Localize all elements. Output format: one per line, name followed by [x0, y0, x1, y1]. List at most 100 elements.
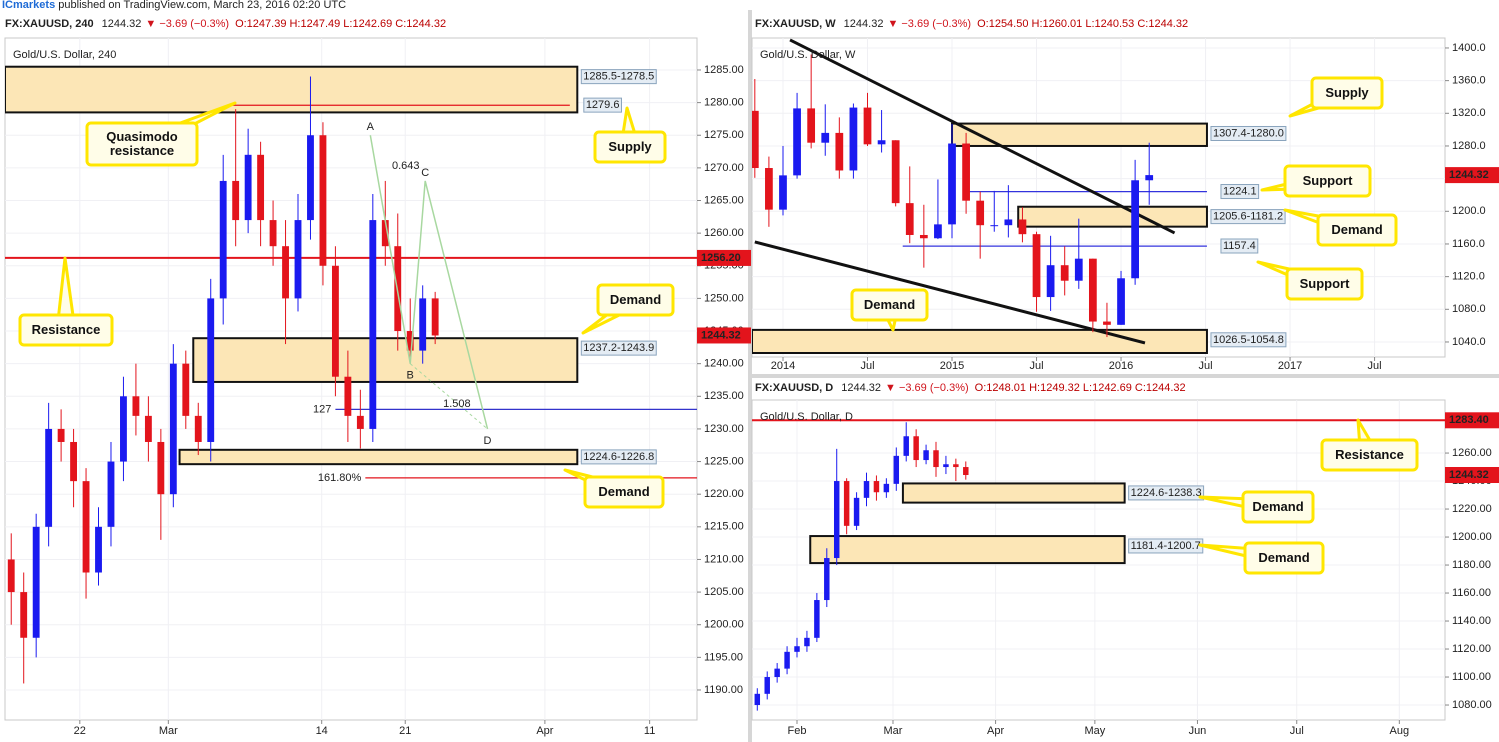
author: ICmarkets	[2, 0, 55, 11]
candle-body	[804, 637, 810, 647]
zone	[809, 535, 1126, 565]
y-tick-label: 1265.00	[704, 194, 744, 206]
candle-body	[1131, 180, 1139, 279]
ohlc: O:1248.01 H:1249.32 L:1242.69 C:1244.32	[975, 382, 1186, 394]
zone	[951, 122, 1208, 147]
last-price: 1244.32	[844, 18, 884, 30]
x-tick-label: Mar	[884, 725, 903, 737]
level-label: 1224.1	[1223, 186, 1257, 198]
zone-label-box	[580, 69, 657, 85]
candle-body	[269, 220, 277, 247]
callout-box	[1285, 267, 1364, 301]
publisher: ICmarkets published on TradingView.com, …	[2, 0, 346, 11]
level-label-box	[1220, 238, 1259, 254]
zone	[901, 482, 1126, 504]
candle-body	[1060, 265, 1069, 281]
candle-body	[120, 396, 127, 462]
y-tick-label: 1205.00	[704, 586, 744, 598]
plot-frame	[751, 399, 1446, 721]
candle-body	[20, 592, 28, 638]
candle-body	[835, 132, 844, 171]
axis-price-label: 1244.32	[1449, 169, 1489, 181]
y-tick-label: 1280.0	[1452, 140, 1486, 152]
candle-body	[891, 140, 900, 204]
pattern-ratio: 1.508	[443, 398, 471, 410]
candle-body	[843, 481, 850, 526]
candle-body	[764, 677, 770, 694]
pattern-ratio: 0.643	[392, 160, 420, 172]
candle-body	[893, 455, 900, 484]
callout: Resistance	[32, 323, 101, 337]
callout: Resistance	[1335, 447, 1404, 462]
axis-price-box	[1445, 467, 1499, 484]
candle-body	[294, 220, 302, 299]
y-tick-label: 1100.00	[1452, 671, 1491, 683]
zone-label: 1026.5-1054.8	[1213, 334, 1284, 346]
harmonic-pattern	[369, 135, 489, 430]
y-tick-label: 1400.0	[1452, 42, 1486, 54]
callout: Supply	[608, 140, 651, 154]
callout-box	[1320, 438, 1419, 472]
trendline	[754, 240, 1146, 345]
change: ▼ −3.69 (−0.3%)	[887, 18, 971, 30]
candle-body	[933, 450, 939, 468]
plot	[5, 38, 697, 720]
y-tick-label: 1040.0	[1452, 336, 1486, 348]
y-tick-label: 1195.00	[704, 651, 743, 663]
publish-info: published on TradingView.com, March 23, …	[58, 0, 346, 11]
candle-body	[807, 108, 816, 143]
x-tick-label: Jul	[860, 360, 874, 372]
candle-body	[57, 428, 65, 442]
callout-text: Demand	[1331, 222, 1383, 237]
callout-box	[593, 130, 667, 164]
y-tick-label: 1225.00	[704, 455, 744, 467]
candle-body	[319, 135, 327, 266]
zone	[192, 337, 579, 383]
y-tick-label: 1260.00	[1452, 447, 1492, 459]
x-tick-label: Jun	[1189, 725, 1207, 737]
zone	[178, 448, 579, 466]
candle-body	[1032, 234, 1041, 298]
x-tick-label: Jul	[1199, 360, 1213, 372]
y-tick-label: 1120.0	[1452, 271, 1485, 283]
candle-body	[863, 481, 870, 498]
callout-text: Supply	[1325, 85, 1369, 100]
zone-label: 1181.4-1200.7	[1131, 540, 1201, 552]
candle-body	[934, 224, 942, 239]
y-tick-label: 1220.00	[704, 488, 744, 500]
y-tick-label: 1200.00	[1452, 531, 1492, 543]
symbol: FX:XAUUSD, D	[755, 382, 833, 394]
candle-body	[344, 376, 352, 416]
x-tick-label: Jul	[1290, 725, 1304, 737]
symbol: FX:XAUUSD, 240	[5, 18, 94, 30]
callout: Quasimodo resistance	[106, 129, 178, 158]
axis-price-box	[697, 249, 751, 266]
callout-text: Resistance	[1335, 447, 1404, 462]
x-tick-label: Mar	[159, 725, 178, 737]
candle-body	[232, 180, 240, 221]
pattern-point-label: A	[367, 121, 375, 133]
change: ▼ −3.69 (−0.3%)	[145, 18, 229, 30]
x-tick-label: Feb	[788, 725, 807, 737]
callout-text: Quasimodo resistance	[106, 129, 178, 158]
callout-text: Demand	[863, 297, 916, 312]
y-tick-label: 1210.00	[704, 553, 744, 565]
candle-body	[833, 481, 840, 559]
candle-body	[369, 220, 377, 429]
axis-price-box	[697, 327, 751, 344]
x-tick-label: Apr	[987, 725, 1004, 737]
y-tick-label: 1285.00	[704, 64, 744, 76]
x-tick-label: 2017	[1278, 360, 1302, 372]
candle-body	[774, 668, 780, 678]
candle-body	[82, 481, 90, 573]
ohlc: O:1254.50 H:1260.01 L:1240.53 C:1244.32	[977, 18, 1188, 30]
candle-body	[1004, 219, 1013, 226]
y-tick-label: 1120.00	[1452, 643, 1491, 655]
candle-body	[877, 140, 886, 145]
candle-body	[406, 331, 414, 351]
candle-body	[207, 298, 215, 442]
candle-body	[873, 481, 880, 493]
candle-body	[863, 107, 872, 145]
candle-body	[70, 441, 78, 482]
